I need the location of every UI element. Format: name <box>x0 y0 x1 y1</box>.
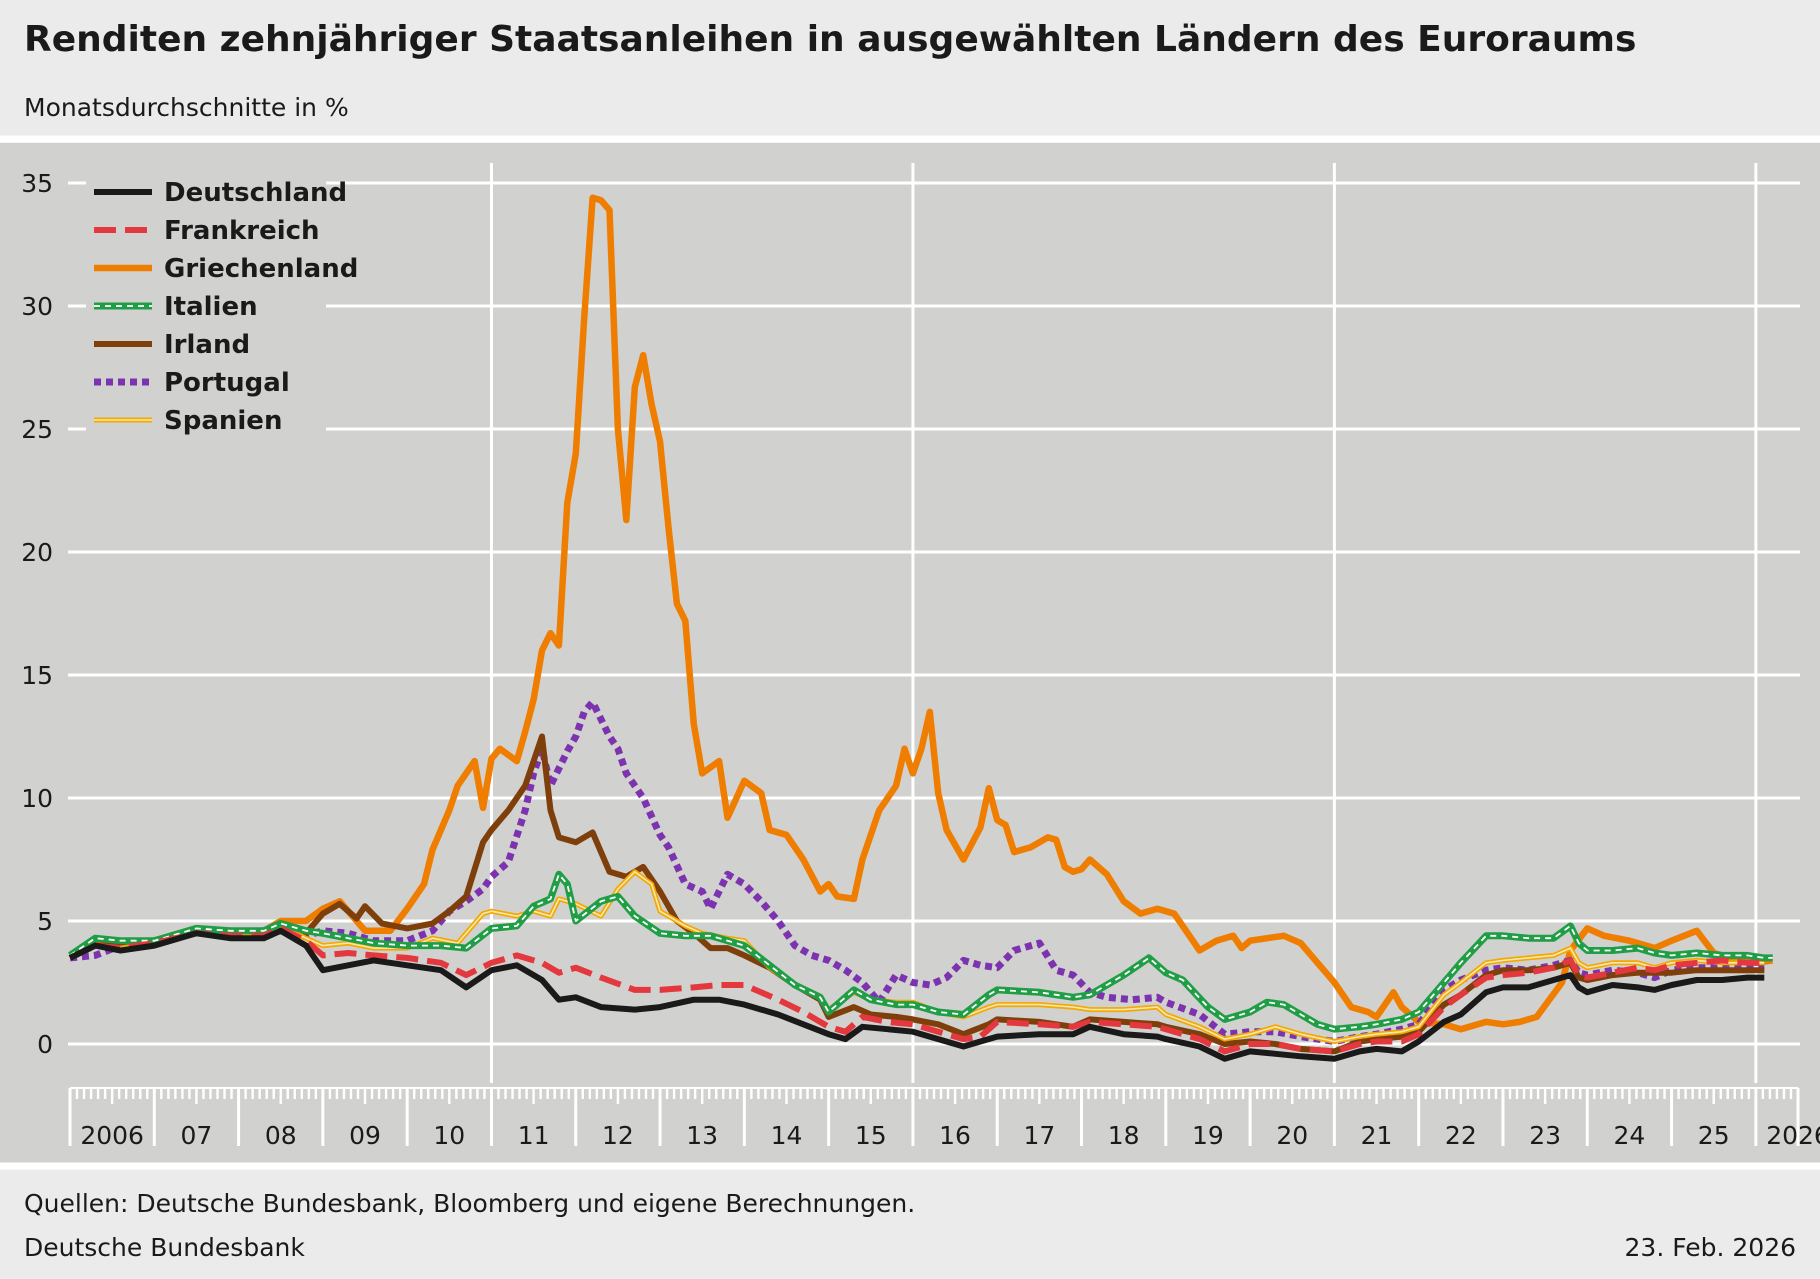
footer-publisher: Deutsche Bundesbank <box>24 1233 305 1262</box>
series-line-irland <box>68 733 1765 1055</box>
series-lines <box>68 194 1773 1062</box>
x-tick-label: 10 <box>433 1121 465 1150</box>
x-axis: 2006 07 08 09 10 11 12 13 14 15 16 17 18 19 20 21 22 23 24… <box>68 1087 1820 1150</box>
legend: Deutschland Frankreich Griechenland Italien… <box>86 172 358 442</box>
x-tick-label: 2026 <box>1766 1121 1820 1150</box>
x-tick-label: 11 <box>518 1121 550 1150</box>
x-tick-label: 13 <box>686 1121 718 1150</box>
y-tick-label: 20 <box>21 538 53 567</box>
y-tick-label: 35 <box>21 169 53 198</box>
legend-label-portugal: Portugal <box>164 368 290 398</box>
x-tick-label: 24 <box>1614 1121 1646 1150</box>
x-tick-label: 15 <box>855 1121 887 1150</box>
x-tick-label: 07 <box>181 1121 213 1150</box>
y-tick-label: 30 <box>21 292 53 321</box>
footer-source: Quellen: Deutsche Bundesbank, Bloomberg … <box>24 1189 915 1218</box>
series-line-frankreich <box>68 925 1765 1055</box>
x-tick-label: 16 <box>939 1121 971 1150</box>
x-tick-label: 14 <box>771 1121 803 1150</box>
x-tick-label: 12 <box>602 1121 634 1150</box>
x-tick-label: 17 <box>1023 1121 1055 1150</box>
legend-label-griechenland: Griechenland <box>164 254 358 284</box>
legend-label-frankreich: Frankreich <box>164 216 320 246</box>
x-tick-label: 23 <box>1529 1121 1561 1150</box>
chart-title: Renditen zehnjähriger Staatsanleihen in … <box>24 19 1636 60</box>
footer-date: 23. Feb. 2026 <box>1625 1233 1796 1262</box>
series-line-deutschland <box>68 927 1765 1062</box>
y-tick-label: 10 <box>21 784 53 813</box>
x-tick-label: 21 <box>1361 1121 1393 1150</box>
x-tick-label: 19 <box>1192 1121 1224 1150</box>
y-tick-label: 15 <box>21 661 53 690</box>
legend-label-deutschland: Deutschland <box>164 178 347 208</box>
legend-label-spanien: Spanien <box>164 406 282 436</box>
y-tick-label: 25 <box>21 415 53 444</box>
legend-label-irland: Irland <box>164 330 250 360</box>
x-tick-label: 20 <box>1276 1121 1308 1150</box>
y-axis: 0 5 10 15 20 25 30 35 <box>21 169 53 1059</box>
x-tick-label: 08 <box>265 1121 297 1150</box>
series-line-griechenland <box>68 194 1773 1033</box>
series-line-italien-inner <box>69 873 1773 1031</box>
x-tick-label: 18 <box>1108 1121 1140 1150</box>
y-tick-label: 0 <box>37 1030 53 1059</box>
legend-label-italien: Italien <box>164 292 258 322</box>
x-tick-label: 22 <box>1445 1121 1477 1150</box>
y-tick-label: 5 <box>37 907 53 936</box>
chart-subtitle: Monatsdurchschnitte in % <box>24 93 349 122</box>
grid <box>68 163 1800 1083</box>
x-tick-label: 25 <box>1698 1121 1730 1150</box>
x-tick-label: 2006 <box>80 1121 144 1150</box>
x-tick-label: 09 <box>349 1121 381 1150</box>
